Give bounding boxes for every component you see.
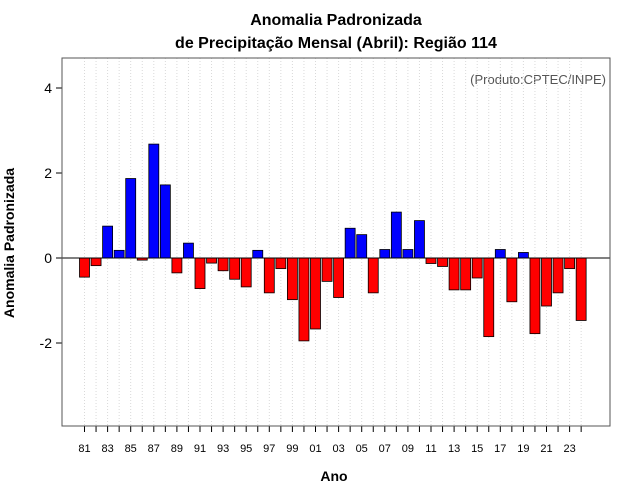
x-tick-label: 89: [171, 443, 183, 455]
x-tick-label: 21: [540, 443, 552, 455]
bar-2007: [379, 249, 391, 259]
bar-2003: [333, 257, 345, 298]
bar-1982: [90, 257, 102, 267]
grid-lines: [84, 58, 582, 426]
x-tick-label: 97: [263, 443, 275, 455]
x-tick-label: 15: [471, 443, 483, 455]
bar-1989: [171, 257, 183, 274]
x-tick-label: 81: [78, 443, 90, 455]
bar-2024: [575, 257, 587, 321]
bar-1985: [125, 178, 137, 259]
bar-1987: [148, 143, 160, 259]
bar-1996: [252, 249, 264, 259]
bar-2015: [471, 257, 483, 279]
bar-2017: [494, 249, 506, 259]
bar-2016: [483, 257, 495, 338]
y-tick-label: 0: [44, 250, 52, 266]
bar-2002: [321, 257, 333, 282]
bar-2019: [518, 252, 529, 259]
bar-2005: [356, 234, 368, 259]
bar-1983: [102, 225, 113, 259]
bar-2009: [402, 249, 414, 259]
bar-2006: [367, 257, 379, 294]
bar-2014: [460, 257, 472, 291]
y-tick-label: -2: [40, 335, 53, 351]
bar-1994: [229, 257, 241, 280]
bar-2010: [414, 220, 425, 259]
axes: -2 0 2 4 81 83 85 87 89 91 93 95 97 99 01 03 05 07 09 11 13 1…: [40, 80, 610, 455]
product-annotation: (Produto:CPTEC/INPE): [470, 72, 606, 87]
x-tick-label: 13: [448, 443, 460, 455]
y-tick-label: 2: [44, 165, 52, 181]
bar-1990: [183, 242, 194, 259]
bar-2000: [298, 257, 310, 342]
x-tick-label: 91: [194, 443, 206, 455]
x-axis-label: Ano: [320, 468, 347, 484]
x-tick-label: 83: [101, 443, 113, 455]
x-tick-label: 17: [494, 443, 506, 455]
bar-1991: [194, 257, 206, 290]
bar-1992: [206, 257, 217, 264]
bar-1995: [240, 257, 252, 288]
chart-title-line1: Anomalia Padronizada: [250, 12, 422, 29]
x-tick-label: 19: [517, 443, 529, 455]
x-tick-label: 99: [286, 443, 298, 455]
x-tick-label: 05: [356, 443, 368, 455]
bar-1993: [217, 257, 229, 272]
x-tick-label: 03: [332, 443, 344, 455]
bar-2023: [564, 257, 575, 270]
bar-2011: [425, 257, 437, 264]
bar-2021: [541, 257, 552, 307]
chart-title-line2: de Precipitação Mensal (Abril): Região 1…: [175, 35, 497, 52]
x-tick-label: 07: [379, 443, 391, 455]
bar-1988: [159, 184, 171, 259]
x-tick-label: 85: [125, 443, 137, 455]
x-tick-label: 01: [309, 443, 321, 455]
bar-2013: [448, 257, 460, 291]
bar-2004: [344, 227, 356, 259]
bar-2001: [310, 257, 321, 330]
bar-1981: [79, 257, 90, 278]
bar-1997: [263, 257, 275, 294]
x-tick-label: 87: [148, 443, 160, 455]
plot-frame: [61, 57, 611, 427]
bar-2012: [437, 257, 448, 267]
bar-1998: [275, 257, 287, 270]
bar-2022: [552, 257, 564, 294]
y-tick-label: 4: [44, 80, 52, 96]
bar-2008: [390, 211, 402, 259]
bars: [79, 143, 587, 342]
x-tick-label: 95: [240, 443, 252, 455]
bar-2018: [506, 257, 518, 303]
y-axis-label: Anomalia Padronizada: [1, 168, 17, 318]
bar-1999: [286, 257, 298, 301]
bar-1984: [113, 249, 125, 259]
x-tick-label: 93: [217, 443, 229, 455]
x-tick-label: 11: [425, 443, 436, 455]
bar-2020: [529, 257, 541, 335]
x-tick-label: 23: [563, 443, 575, 455]
x-tick-label: 09: [402, 443, 414, 455]
